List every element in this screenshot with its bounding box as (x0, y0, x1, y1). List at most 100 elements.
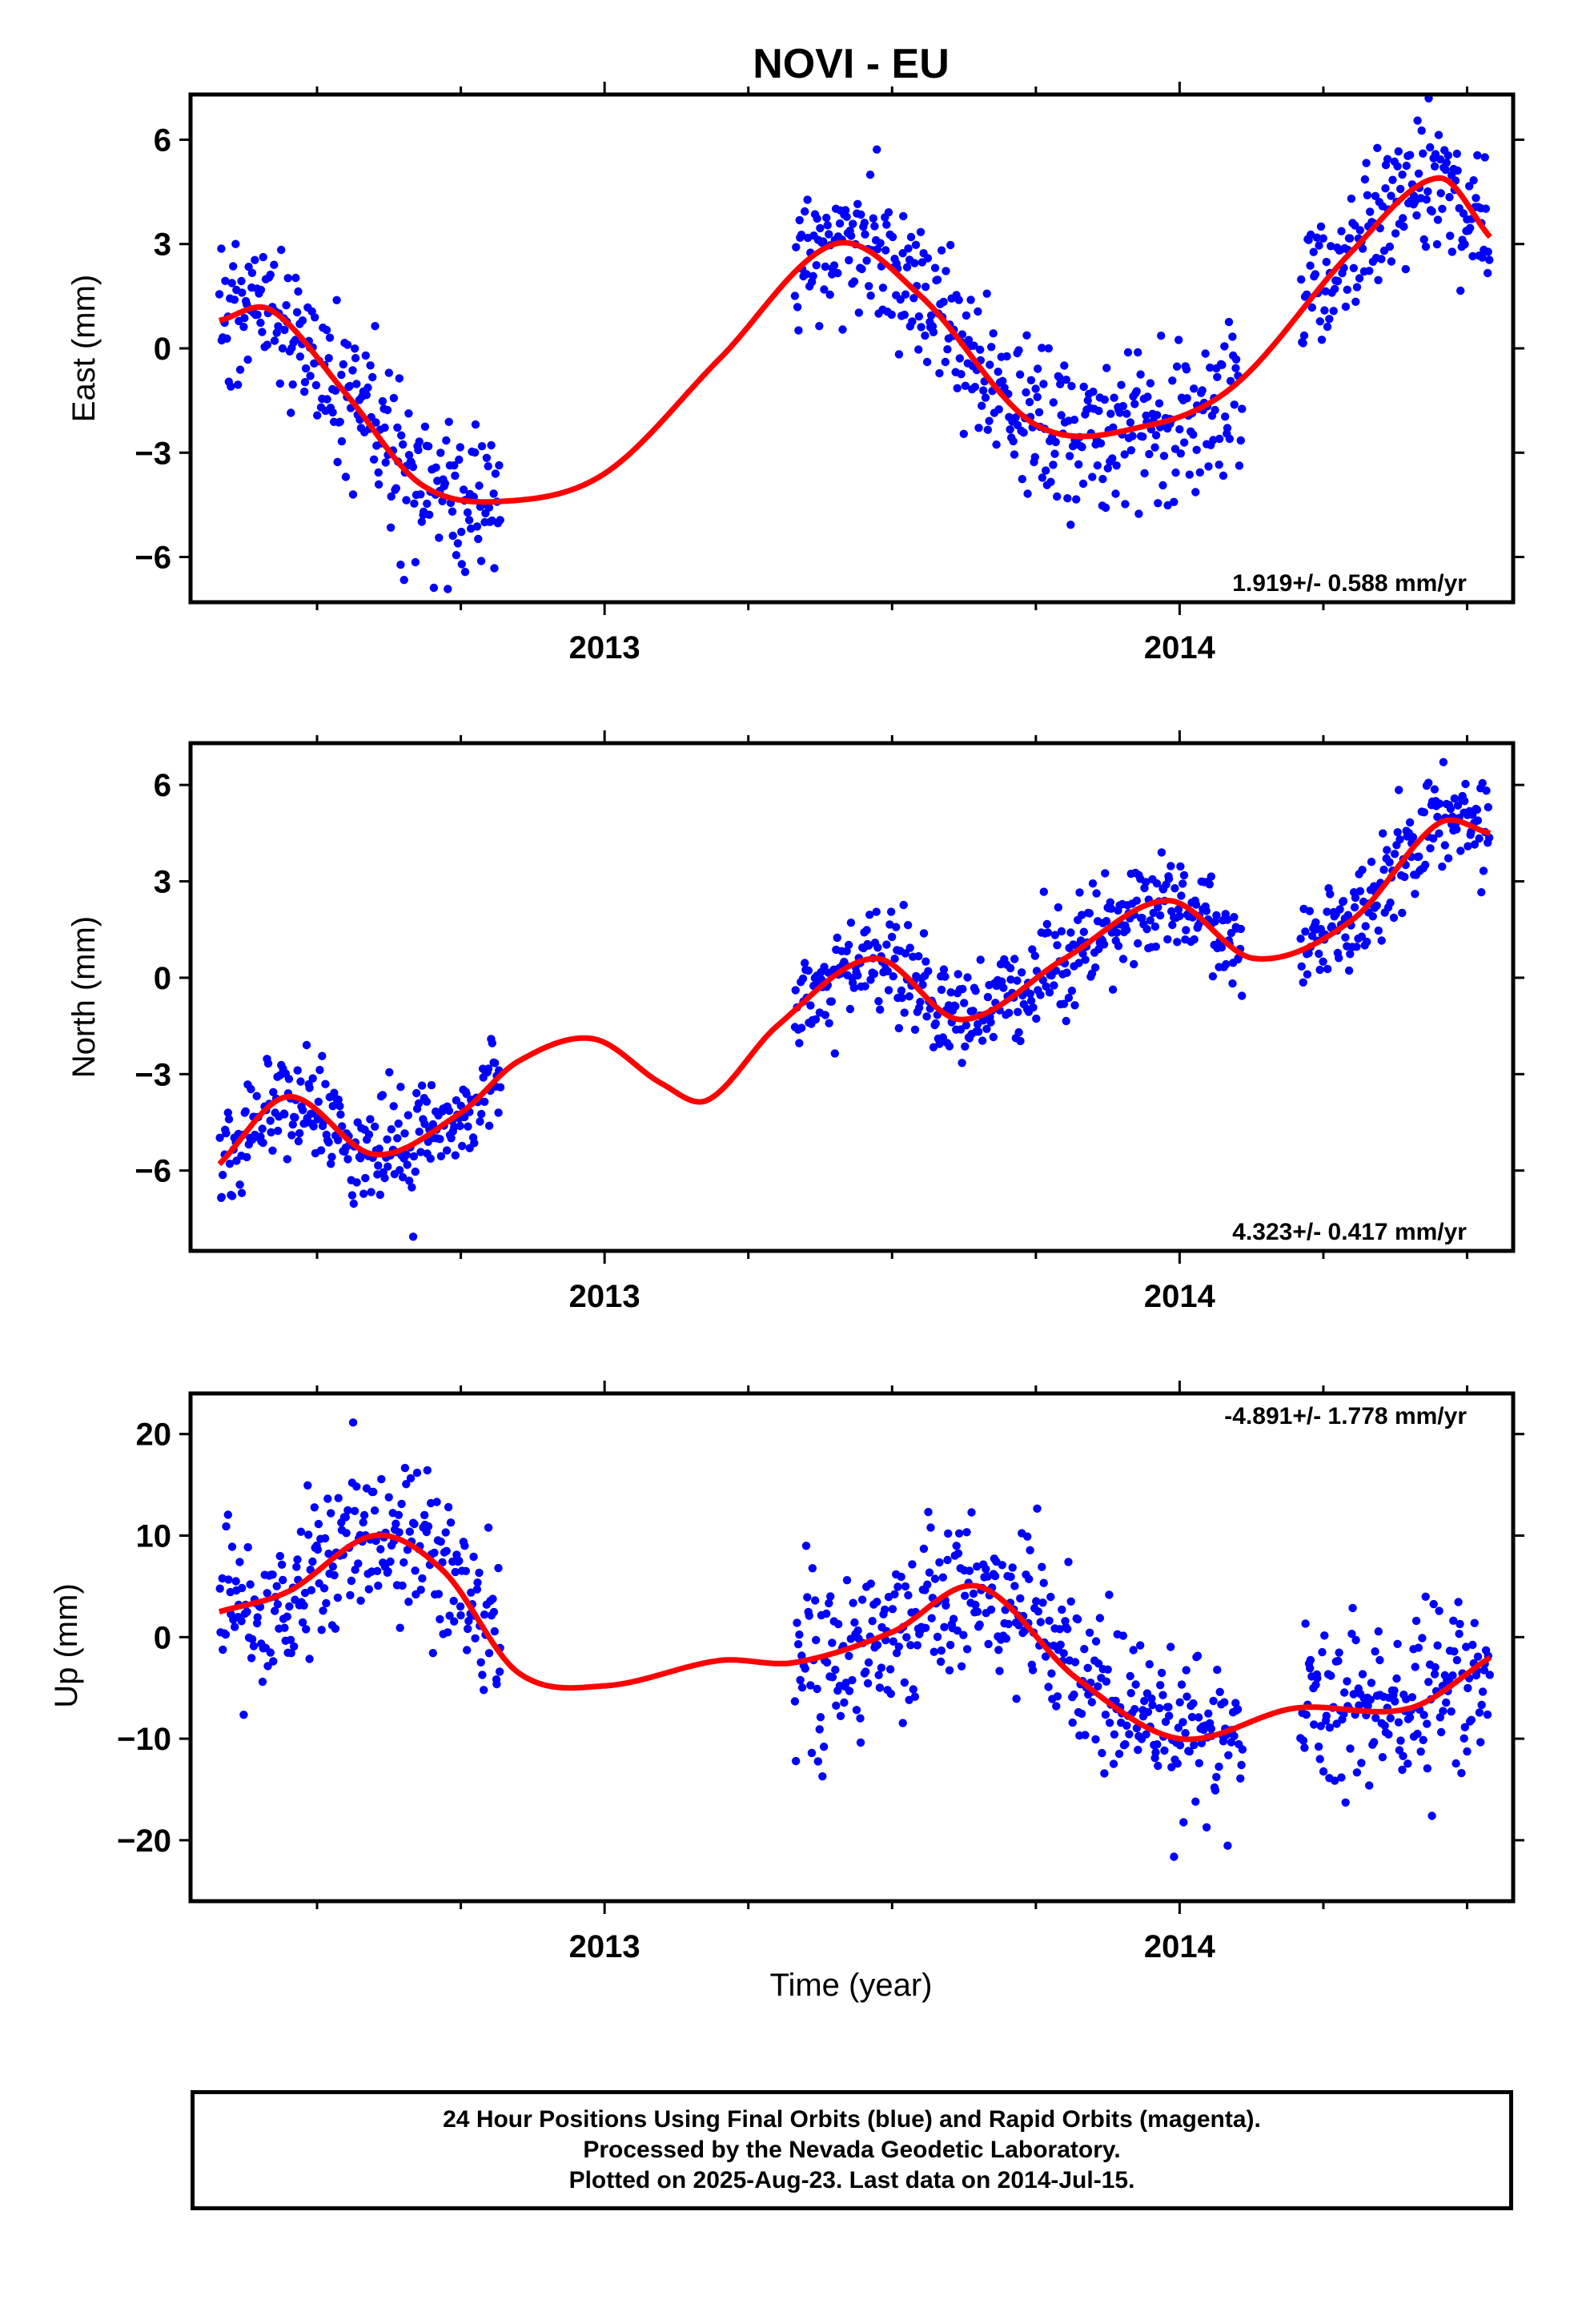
data-point (1238, 1745, 1247, 1754)
data-point (1090, 963, 1100, 972)
data-point (1316, 1722, 1326, 1731)
data-point (375, 1190, 384, 1200)
data-point (1435, 1713, 1445, 1722)
data-point (1092, 889, 1101, 898)
data-point (237, 1617, 246, 1626)
data-point (458, 1141, 467, 1151)
data-point (224, 1575, 233, 1584)
data-point (849, 277, 859, 286)
data-point (1018, 475, 1027, 484)
data-point (978, 1036, 987, 1045)
data-point (909, 294, 918, 303)
data-point (1094, 1659, 1103, 1668)
data-point (351, 1566, 359, 1574)
data-point (1014, 1027, 1023, 1037)
data-point (1419, 235, 1428, 244)
data-point (397, 431, 406, 440)
data-point (331, 1624, 340, 1634)
data-point (1032, 1014, 1041, 1023)
data-point (293, 1066, 302, 1075)
data-point (1112, 928, 1122, 937)
data-point (305, 1084, 314, 1092)
data-point (484, 503, 494, 512)
data-point (1004, 1619, 1013, 1629)
data-point (979, 386, 988, 395)
data-point (1392, 1674, 1401, 1683)
data-point (300, 387, 309, 396)
data-point (1176, 862, 1185, 871)
data-point (1355, 887, 1365, 896)
data-point (484, 1121, 494, 1131)
data-point (946, 240, 955, 250)
data-point (1485, 1671, 1495, 1679)
plot-frame-up (188, 1391, 1516, 1904)
figure-title: NOVI - EU (753, 41, 950, 87)
data-point (1452, 149, 1462, 159)
data-point (1469, 176, 1478, 185)
data-point (252, 1618, 262, 1628)
data-point (380, 423, 389, 432)
data-point (1310, 1720, 1319, 1729)
data-point (981, 393, 990, 402)
data-point (463, 508, 472, 517)
data-point (925, 1568, 934, 1577)
data-point (890, 1590, 899, 1599)
data-point (484, 1523, 493, 1532)
data-point (1122, 926, 1131, 935)
data-point (1362, 159, 1371, 167)
data-point (1325, 1723, 1335, 1732)
data-point (1088, 879, 1098, 888)
data-point (930, 263, 940, 272)
data-point (1303, 290, 1311, 299)
data-point (845, 255, 853, 265)
data-point (1215, 1687, 1224, 1696)
data-point (1363, 191, 1372, 199)
data-point (886, 907, 896, 916)
data-point (1008, 1563, 1017, 1572)
data-point (804, 966, 813, 975)
data-point (1101, 503, 1110, 513)
data-point (1043, 928, 1053, 937)
data-point (978, 401, 986, 410)
data-point (1368, 912, 1378, 921)
data-point (1050, 981, 1058, 990)
data-point (795, 215, 804, 225)
data-point (1224, 1751, 1233, 1759)
data-point (845, 1004, 855, 1014)
data-point (865, 911, 874, 919)
data-point (266, 1648, 275, 1657)
data-point (346, 1590, 355, 1600)
data-point (1402, 161, 1411, 171)
data-point (1453, 801, 1463, 810)
data-point (1202, 907, 1211, 915)
data-point (369, 1487, 378, 1497)
data-point (442, 436, 451, 445)
data-point (287, 1649, 295, 1658)
data-point (397, 1499, 406, 1509)
data-point (974, 307, 982, 316)
data-point (371, 322, 379, 331)
data-point (841, 206, 850, 215)
data-point (456, 1610, 465, 1620)
data-point (1054, 373, 1064, 382)
data-point (1143, 1707, 1153, 1716)
data-point (1433, 215, 1443, 224)
data-point (1033, 392, 1042, 401)
data-point (1006, 975, 1015, 984)
data-point (243, 355, 252, 364)
data-point (1190, 384, 1199, 393)
data-point (1207, 1724, 1216, 1733)
data-point (1475, 834, 1484, 843)
data-point (874, 1671, 883, 1679)
data-point (1460, 797, 1469, 806)
data-point (1337, 227, 1346, 235)
data-point (849, 219, 857, 228)
data-point (490, 1626, 499, 1636)
data-point (402, 496, 411, 505)
data-point (1473, 1652, 1483, 1661)
y-axis-title-north: North (mm) (66, 916, 102, 1078)
data-point (1391, 229, 1400, 238)
data-point (412, 1088, 421, 1098)
data-point (911, 240, 921, 249)
data-point (1083, 396, 1093, 405)
